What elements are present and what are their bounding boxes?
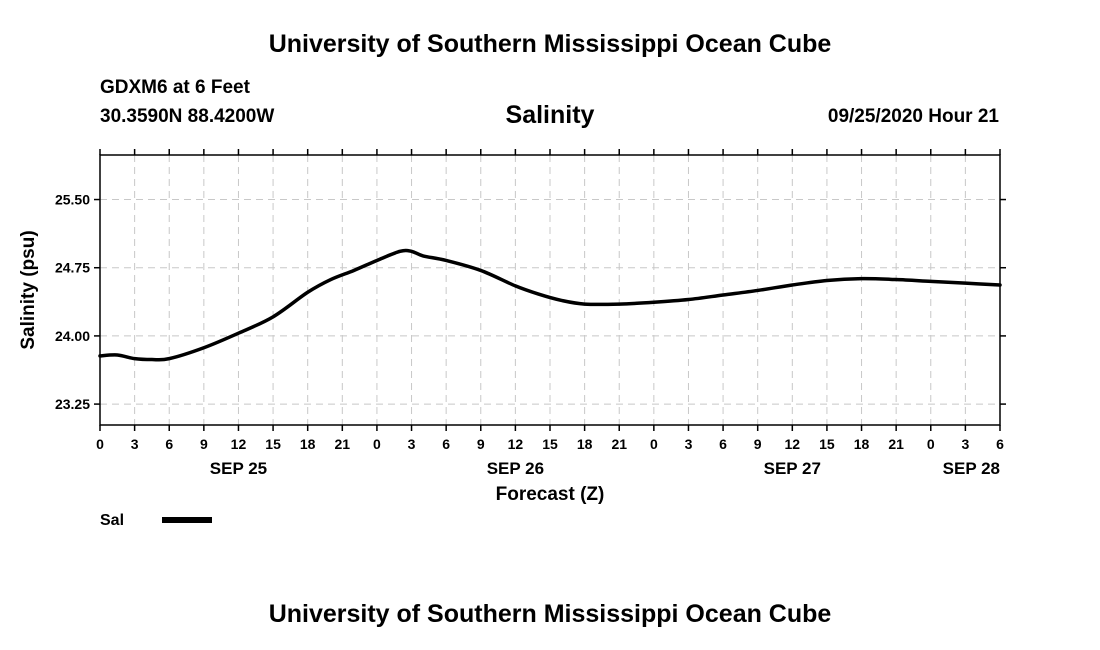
x-axis-label: Forecast (Z) bbox=[496, 484, 605, 505]
date-labels: SEP 25 SEP 26 SEP 27 SEP 28 bbox=[210, 459, 1000, 478]
date-label: SEP 27 bbox=[764, 459, 821, 478]
x-tick-label: 9 bbox=[477, 436, 485, 452]
x-tick-label: 6 bbox=[165, 436, 173, 452]
y-tick-label: 24.75 bbox=[55, 260, 90, 276]
date-label: SEP 25 bbox=[210, 459, 267, 478]
x-tick-label: 0 bbox=[96, 436, 104, 452]
x-tick-label: 12 bbox=[508, 436, 524, 452]
x-tick-label: 9 bbox=[200, 436, 208, 452]
x-tick-label: 18 bbox=[300, 436, 316, 452]
plot-frame bbox=[99, 154, 1001, 426]
series-line-sal bbox=[98, 248, 1002, 362]
x-tick-label: 15 bbox=[819, 436, 835, 452]
station-coordinates: 30.3590N 88.4200W bbox=[100, 106, 275, 127]
grid bbox=[100, 155, 1000, 425]
station-name: GDXM6 at 6 Feet bbox=[100, 77, 250, 98]
y-tick-label: 24.00 bbox=[55, 328, 90, 344]
x-tick-label: 12 bbox=[231, 436, 247, 452]
x-tick-label: 3 bbox=[685, 436, 693, 452]
chart-title: Salinity bbox=[505, 101, 595, 129]
page-title: University of Southern Mississippi Ocean… bbox=[268, 30, 832, 58]
x-tick-label: 6 bbox=[996, 436, 1004, 452]
date-label: SEP 26 bbox=[487, 459, 544, 478]
x-tick-label: 0 bbox=[373, 436, 381, 452]
x-tick-label: 18 bbox=[854, 436, 870, 452]
x-tick-label: 12 bbox=[785, 436, 801, 452]
y-axis-label: Salinity (psu) bbox=[18, 230, 39, 349]
x-tick-label: 3 bbox=[131, 436, 139, 452]
y-tick-label: 23.25 bbox=[55, 396, 90, 412]
x-tick-label: 0 bbox=[927, 436, 935, 452]
x-tick-label: 21 bbox=[335, 436, 351, 452]
x-tick-label: 6 bbox=[719, 436, 727, 452]
x-tick-label: 18 bbox=[577, 436, 593, 452]
run-time: 09/25/2020 Hour 21 bbox=[827, 106, 999, 127]
legend-label-sal: Sal bbox=[100, 512, 124, 529]
x-tick-label: 21 bbox=[611, 436, 627, 452]
y-axis-ticks: 23.25 24.00 24.75 25.50 bbox=[55, 192, 1006, 412]
x-tick-label: 21 bbox=[888, 436, 904, 452]
x-tick-label: 15 bbox=[265, 436, 281, 452]
x-tick-label: 6 bbox=[442, 436, 450, 452]
x-tick-label: 0 bbox=[650, 436, 658, 452]
x-tick-label: 15 bbox=[542, 436, 558, 452]
x-tick-label: 9 bbox=[754, 436, 762, 452]
x-axis-ticks: 0 3 6 9 12 15 18 21 0 3 6 9 12 15 18 21 0 3 6 9 12 15 18 21 0 3 6 bbox=[96, 149, 1004, 452]
x-tick-label: 3 bbox=[408, 436, 416, 452]
x-tick-label: 3 bbox=[961, 436, 969, 452]
date-label: SEP 28 bbox=[943, 459, 1000, 478]
footer-title: University of Southern Mississippi Ocean… bbox=[268, 600, 832, 628]
y-tick-label: 25.50 bbox=[55, 192, 90, 208]
